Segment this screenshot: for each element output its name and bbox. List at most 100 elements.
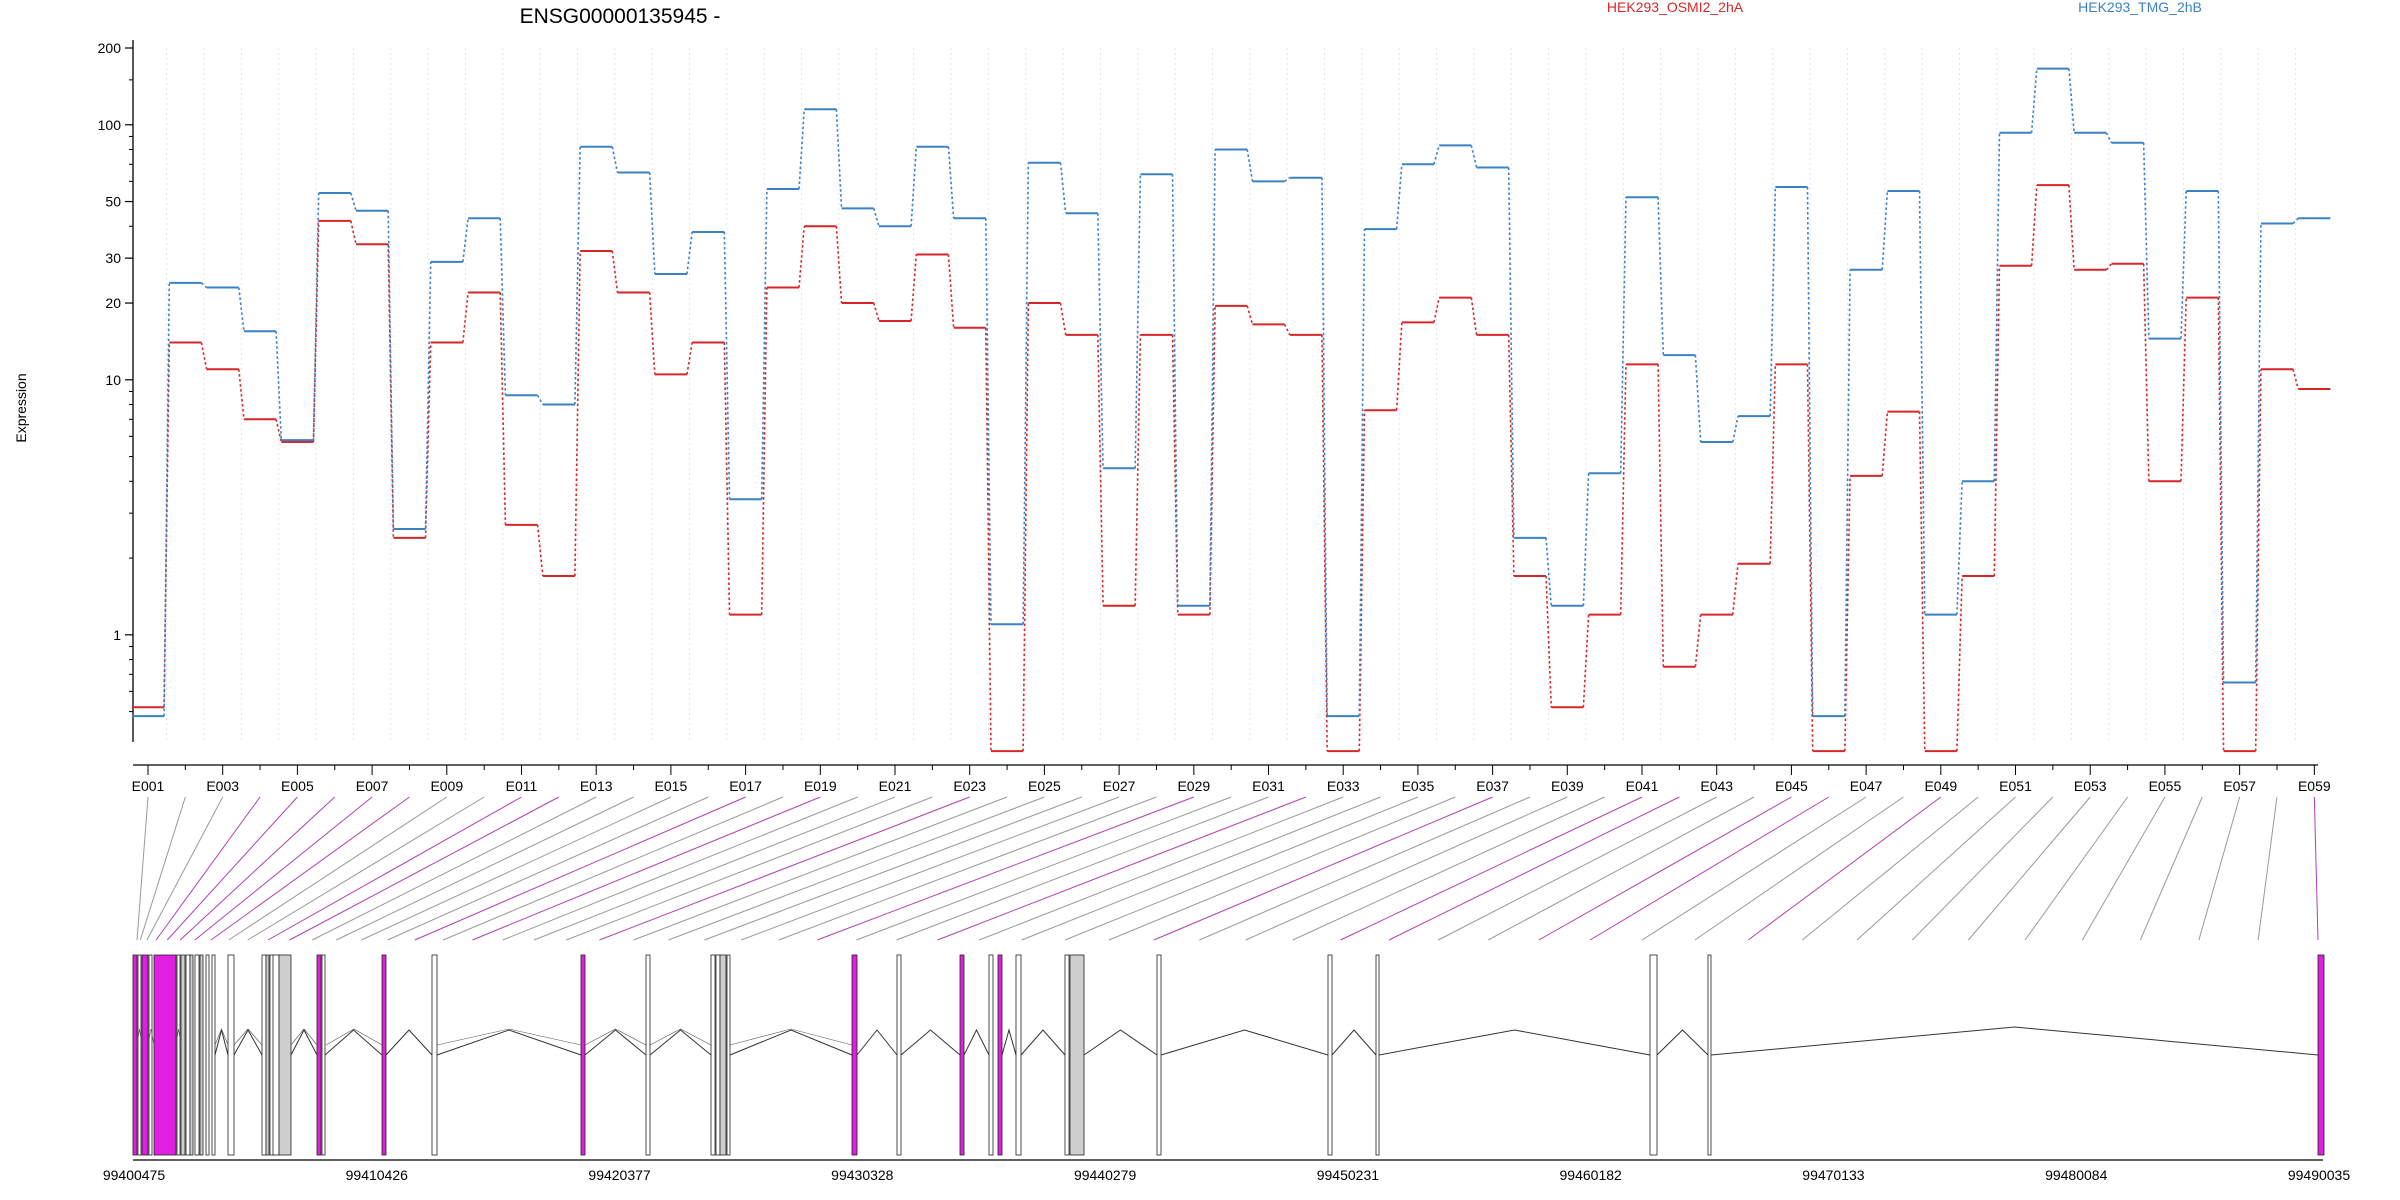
series-connector bbox=[1097, 334, 1104, 606]
series-connector bbox=[275, 331, 283, 441]
exon-connector bbox=[1967, 796, 2091, 941]
exon-block bbox=[1327, 954, 1333, 1156]
exon-block bbox=[1015, 954, 1022, 1156]
series-connector bbox=[1395, 322, 1403, 411]
intron bbox=[729, 1029, 853, 1056]
genome-tick-label: 99400475 bbox=[103, 1167, 166, 1183]
exon-connector bbox=[210, 796, 410, 941]
exon-connector bbox=[472, 796, 821, 941]
intron bbox=[233, 1028, 263, 1046]
exon-block bbox=[959, 954, 965, 1156]
exon-connector bbox=[312, 796, 597, 941]
series-connector bbox=[462, 218, 469, 262]
series-connector bbox=[648, 292, 656, 375]
series-connector bbox=[835, 109, 843, 209]
series-connector bbox=[1956, 481, 1963, 615]
series-connector bbox=[2292, 369, 2300, 390]
x-tick-label: E035 bbox=[1402, 778, 1435, 794]
exon-block bbox=[1069, 954, 1085, 1156]
exon-connector bbox=[2257, 796, 2278, 941]
exon-block bbox=[896, 954, 902, 1156]
intron bbox=[214, 1028, 229, 1056]
legend-series-2: HEK293_TMG_2hB bbox=[2078, 0, 2202, 15]
intron bbox=[324, 1029, 383, 1056]
exon-connector bbox=[1856, 796, 2016, 941]
genome-axis: 99400475 99410426 99420377 99430328 99440279… bbox=[103, 1159, 2350, 1183]
series-connector bbox=[2292, 217, 2299, 225]
series-connector bbox=[1657, 364, 1665, 667]
exon-connector bbox=[633, 796, 1008, 941]
series-connector bbox=[275, 419, 283, 443]
exon-block bbox=[189, 954, 194, 1156]
exon-connector bbox=[361, 796, 672, 941]
x-tick-label: E023 bbox=[953, 778, 986, 794]
exon-connector bbox=[896, 796, 1269, 941]
exon-connector bbox=[139, 796, 186, 941]
x-tick-label: E027 bbox=[1103, 778, 1136, 794]
x-tick-label: E001 bbox=[132, 778, 165, 794]
series-connector bbox=[312, 220, 320, 443]
exon-block bbox=[205, 954, 210, 1156]
x-tick-label: E011 bbox=[506, 778, 538, 794]
series-connector bbox=[1731, 416, 1739, 443]
series-connector bbox=[611, 146, 619, 173]
series-connector bbox=[1022, 162, 1030, 625]
series-connector bbox=[1918, 190, 1926, 615]
series-connector bbox=[1545, 537, 1553, 606]
series-connector bbox=[1993, 265, 2001, 577]
intron bbox=[1001, 1028, 1017, 1056]
exon-block bbox=[211, 954, 216, 1156]
series-connector bbox=[2254, 223, 2262, 683]
series-connector bbox=[1284, 177, 1291, 183]
intron bbox=[290, 1028, 318, 1056]
series-connector bbox=[2105, 132, 2113, 144]
intron bbox=[856, 1029, 898, 1056]
genome-tick-label: 99450231 bbox=[1317, 1167, 1380, 1183]
exon-connector bbox=[2198, 796, 2241, 941]
series-1 bbox=[131, 184, 2331, 753]
series-connector bbox=[947, 254, 955, 328]
series-connector bbox=[1694, 614, 1702, 667]
intron bbox=[649, 1029, 712, 1056]
series-connector bbox=[910, 254, 918, 322]
series-connector bbox=[648, 172, 656, 275]
exon-block bbox=[726, 954, 731, 1156]
series-connector bbox=[1246, 149, 1254, 182]
x-tick-label: E039 bbox=[1551, 778, 1584, 794]
exon-connector bbox=[856, 796, 1232, 941]
x-tick-label: E031 bbox=[1252, 778, 1285, 794]
series-connector bbox=[1059, 162, 1067, 214]
intron bbox=[175, 1028, 182, 1046]
intron bbox=[649, 1028, 712, 1046]
intron bbox=[436, 1028, 582, 1046]
series-connector bbox=[200, 282, 208, 289]
exon-connector bbox=[146, 796, 224, 941]
series-connector bbox=[1582, 614, 1590, 708]
chart-title: ENSG00000135945 - bbox=[520, 5, 721, 28]
series-connector bbox=[462, 292, 469, 343]
series-connector bbox=[499, 292, 507, 525]
x-tick-label: E051 bbox=[1999, 778, 2032, 794]
intron bbox=[385, 1029, 433, 1056]
x-tick-label: E009 bbox=[430, 778, 463, 794]
exon-connector bbox=[289, 796, 560, 941]
genome-tick-label: 99430328 bbox=[831, 1167, 894, 1183]
intron bbox=[1656, 1029, 1709, 1056]
exon-block bbox=[719, 954, 727, 1156]
exon-block bbox=[1649, 954, 1658, 1156]
series-connector bbox=[872, 302, 880, 322]
y-tick-label: 50 bbox=[105, 194, 121, 210]
series-connector bbox=[1134, 334, 1142, 606]
series-connector bbox=[1171, 174, 1179, 606]
x-tick-label: E033 bbox=[1327, 778, 1360, 794]
series-connector bbox=[2068, 68, 2075, 133]
series-connector bbox=[947, 146, 955, 219]
exon-connector bbox=[166, 796, 298, 941]
y-axis: 200 100 50 30 20 10 1 bbox=[98, 40, 134, 742]
exon-block bbox=[132, 954, 138, 1156]
exon-connector bbox=[1245, 796, 1568, 941]
exon-connector bbox=[1747, 796, 1942, 941]
exon-connector bbox=[1438, 796, 1717, 941]
exon-connector bbox=[740, 796, 1120, 941]
